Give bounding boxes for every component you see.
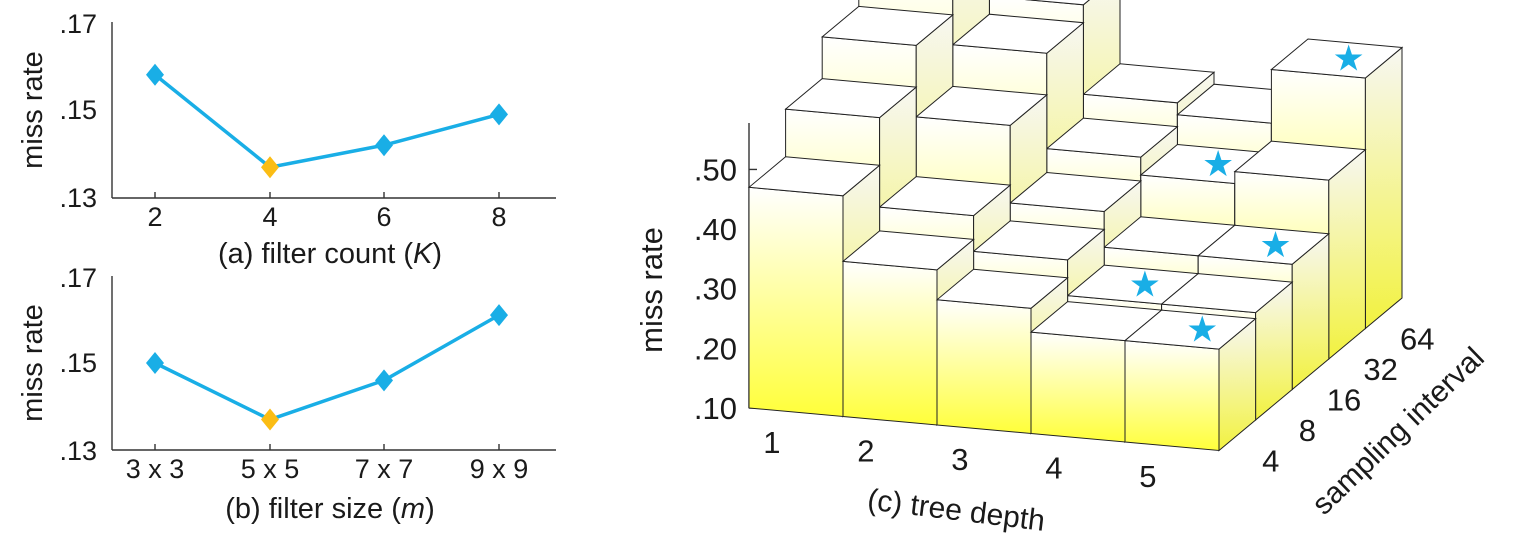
best-cell-star-marker: ★ <box>1186 310 1218 351</box>
panel-b-xtick-label: 3 x 3 <box>126 454 185 484</box>
panel-a-point-marker <box>375 134 393 157</box>
bar-side-face <box>1364 46 1403 330</box>
panel-c-ztick-label: .40 <box>694 212 737 247</box>
panel-b-ytick: .13 <box>59 436 97 466</box>
bar-top-face <box>784 78 918 119</box>
panel-c-ytick-label: 64 <box>1400 321 1434 356</box>
bar-side-face <box>1328 148 1366 361</box>
bar-top-face <box>1196 224 1331 265</box>
panel-a-ytick: .17 <box>59 9 97 39</box>
best-cell-star-marker: ★ <box>1129 265 1161 306</box>
bar-top-face <box>820 5 955 46</box>
bar-top-face <box>747 156 881 197</box>
panel-filter-count: .13 .15 .17 miss rate 2 4 6 8 (a) filter co… <box>17 9 556 270</box>
panel-b-xtick-label: 9 x 9 <box>470 454 529 484</box>
bar-top-face <box>914 85 1049 126</box>
panel-b-ytick: .15 <box>59 348 97 378</box>
panel-a-ytick: .13 <box>59 183 97 213</box>
best-cell-star-marker: ★ <box>1202 144 1234 185</box>
panel-a-best-point-marker <box>261 156 279 179</box>
panel-c-xlabel: (c) tree depth <box>866 483 1047 537</box>
panel-b-ytick: .17 <box>59 263 97 293</box>
panel-filter-size: .13 .15 .17 miss rate 3 x 3 5 x 5 7 x 7 9 x… <box>17 263 556 525</box>
panel-b-caption: (b) filter size (m) <box>225 493 434 525</box>
panel-a-xtick-label: 6 <box>376 202 391 232</box>
panel-b-caption-variable: m <box>401 493 425 525</box>
panel-a-xtick-label: 2 <box>147 202 162 232</box>
panel-c-ytick-label: 8 <box>1299 413 1316 448</box>
panel-a-ylabel: miss rate <box>17 51 49 169</box>
bar-top-face <box>1008 171 1143 213</box>
bar-top-face <box>972 220 1106 261</box>
panel-b-caption-suffix: ) <box>425 493 435 525</box>
panel-a-point-marker <box>490 103 508 126</box>
panel-b-point-marker <box>146 352 164 374</box>
best-cell-star-marker: ★ <box>1333 39 1365 80</box>
panel-a-caption-variable: K <box>413 238 434 270</box>
panel-c-xtick-label: 4 <box>1045 451 1062 486</box>
panel-c-xtick-label: 2 <box>857 434 874 469</box>
bar-top-face <box>1233 140 1367 181</box>
bar-top-face <box>935 268 1069 309</box>
bar-top-face <box>1270 38 1404 79</box>
bar-top-face <box>1160 273 1294 314</box>
panel-c-ztick-label: .50 <box>694 152 737 187</box>
bar-front-face <box>1030 331 1126 443</box>
panel-c-ztick-label: .10 <box>694 391 737 426</box>
panel-c-ztick-label: .30 <box>694 272 737 307</box>
bar-top-face <box>951 13 1085 54</box>
panel-a-series-line <box>153 73 500 170</box>
panel-b-series-line <box>154 313 500 422</box>
bar-top-face <box>841 230 975 271</box>
panel-c-xtick-label: 5 <box>1139 459 1156 494</box>
panel-b-ylabel: miss rate <box>17 304 49 422</box>
bar-top-face <box>1045 117 1179 158</box>
panel-c-zlabel: miss rate <box>634 227 669 353</box>
panel-b-xtick-label: 5 x 5 <box>241 454 300 484</box>
panel-a-caption-prefix: (a) filter count ( <box>218 238 413 270</box>
panel-c-xtick-label: 1 <box>763 425 780 460</box>
panel-b-point-marker <box>490 304 508 327</box>
bar-front-face <box>842 260 938 426</box>
panel-b-xtick-label: 7 x 7 <box>355 454 414 484</box>
panel-a-xtick-label: 8 <box>491 202 506 232</box>
bar-top-face <box>1024 0 1090 6</box>
panel-c-ytick-label: 16 <box>1327 382 1361 417</box>
bar-top-face <box>1123 309 1257 350</box>
panel-b-best-point-marker <box>261 408 279 431</box>
panel-c-ytick-label: 32 <box>1363 352 1397 387</box>
panel-a-point-marker <box>146 63 164 86</box>
bar-front-face <box>936 299 1032 435</box>
panel-c-ylabel: sampling interval <box>1306 341 1491 521</box>
bar-front-face <box>748 186 844 418</box>
panel-c-xtick-label: 3 <box>951 442 968 477</box>
panel-a-xtick-label: 4 <box>262 202 277 232</box>
bar-front-face <box>1124 340 1220 452</box>
panel-a-caption-suffix: ) <box>432 238 442 270</box>
panel-b-caption-prefix: (b) filter size ( <box>225 493 401 525</box>
panel-c-ytick-label: 4 <box>1262 443 1279 478</box>
panel-a-caption: (a) filter count (K) <box>218 238 442 270</box>
bar-depth5-interval4 <box>1123 309 1257 452</box>
panel-a-ytick: .15 <box>59 95 97 125</box>
bar-top-face <box>1082 63 1216 104</box>
bar-top-face <box>878 176 1012 217</box>
best-cell-star-marker: ★ <box>1259 225 1291 266</box>
panel-b-point-marker <box>375 369 393 392</box>
panel-c-ztick-label: .20 <box>694 331 737 366</box>
